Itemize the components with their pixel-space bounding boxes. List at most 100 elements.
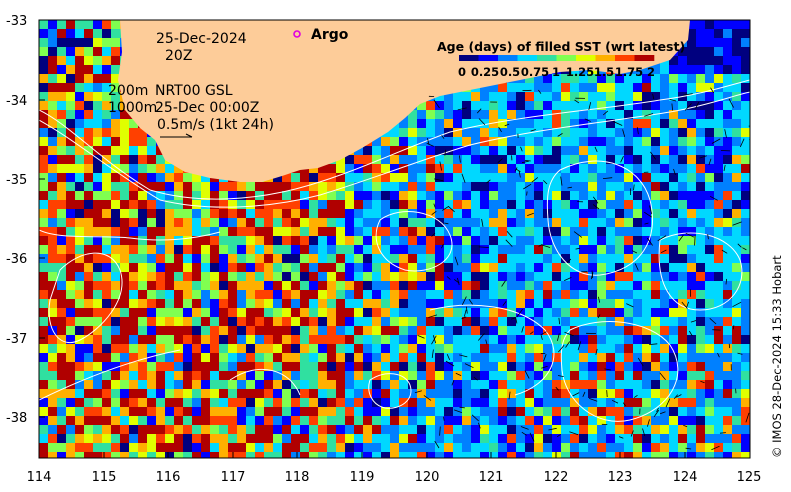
- sst-cell: [228, 317, 238, 327]
- sst-cell: [498, 155, 508, 165]
- sst-cell: [651, 353, 661, 363]
- sst-cell: [75, 29, 85, 39]
- sst-cell: [363, 317, 373, 327]
- sst-cell: [147, 245, 157, 255]
- sst-cell: [183, 227, 193, 237]
- sst-cell: [66, 173, 76, 183]
- sst-cell: [624, 371, 634, 381]
- sst-cell: [138, 200, 148, 210]
- current-vector: [451, 380, 455, 386]
- sst-cell: [390, 443, 400, 453]
- sst-cell: [246, 344, 256, 354]
- current-vector: [659, 411, 666, 415]
- sst-cell: [480, 227, 490, 237]
- legend-swatch: [634, 55, 655, 61]
- current-vector: [602, 110, 609, 116]
- sst-cell: [120, 407, 130, 417]
- sst-cell: [471, 443, 481, 453]
- sst-cell: [741, 452, 750, 458]
- sst-cell: [102, 47, 112, 57]
- sst-cell: [507, 416, 517, 426]
- sst-cell: [156, 308, 166, 318]
- sst-cell: [570, 119, 580, 129]
- sst-cell: [552, 263, 562, 273]
- sst-cell: [93, 434, 103, 444]
- sst-cell: [525, 92, 535, 102]
- sst-cell: [363, 326, 373, 336]
- sst-cell: [66, 272, 76, 282]
- sst-cell: [93, 362, 103, 372]
- sst-cell: [453, 281, 463, 291]
- sst-cell: [462, 155, 472, 165]
- sst-cell: [435, 101, 445, 111]
- sst-cell: [120, 254, 130, 264]
- sst-cell: [408, 209, 418, 219]
- sst-cell: [597, 101, 607, 111]
- sst-cell: [120, 326, 130, 336]
- sst-cell: [579, 416, 589, 426]
- sst-cell: [282, 317, 292, 327]
- sst-cell: [93, 335, 103, 345]
- sst-cell: [210, 182, 220, 192]
- sst-cell: [705, 407, 715, 417]
- sst-cell: [606, 200, 616, 210]
- sst-cell: [651, 155, 661, 165]
- sst-cell: [435, 290, 445, 300]
- sst-cell: [111, 434, 121, 444]
- sst-cell: [165, 326, 175, 336]
- sst-cell: [696, 38, 706, 48]
- sst-cell: [606, 119, 616, 129]
- sst-cell: [561, 263, 571, 273]
- sst-cell: [588, 281, 598, 291]
- sst-cell: [273, 227, 283, 237]
- current-vector: [598, 296, 601, 303]
- sst-cell: [534, 434, 544, 444]
- sst-cell: [732, 173, 742, 183]
- sst-cell: [597, 119, 607, 129]
- sst-cell: [417, 425, 427, 435]
- sst-cell: [570, 398, 580, 408]
- sst-cell: [102, 434, 112, 444]
- sst-cell: [219, 416, 229, 426]
- sst-cell: [66, 353, 76, 363]
- sst-cell: [516, 227, 526, 237]
- sst-cell: [327, 182, 337, 192]
- sst-cell: [669, 326, 679, 336]
- sst-cell: [264, 227, 274, 237]
- sst-cell: [174, 425, 184, 435]
- sst-cell: [417, 164, 427, 174]
- sst-cell: [552, 425, 562, 435]
- sst-cell: [399, 290, 409, 300]
- sst-cell: [84, 407, 94, 417]
- sst-cell: [426, 128, 436, 138]
- sst-cell: [588, 119, 598, 129]
- sst-cell: [156, 272, 166, 282]
- legend-colorbar: [459, 55, 655, 61]
- sst-cell: [228, 218, 238, 228]
- current-vector: [665, 398, 671, 408]
- sst-cell: [498, 137, 508, 147]
- sst-cell: [354, 380, 364, 390]
- sst-cell: [489, 218, 499, 228]
- sst-cell: [588, 92, 598, 102]
- sst-cell: [471, 110, 481, 120]
- sst-cell: [57, 137, 67, 147]
- sst-cell: [615, 299, 625, 309]
- sst-cell: [417, 362, 427, 372]
- sst-cell: [453, 182, 463, 192]
- sst-cell: [354, 371, 364, 381]
- sst-cell: [66, 47, 76, 57]
- sst-cell: [444, 173, 454, 183]
- sst-cell: [318, 335, 328, 345]
- sst-cell: [165, 200, 175, 210]
- sst-cell: [561, 416, 571, 426]
- sst-cell: [687, 119, 697, 129]
- sst-cell: [111, 299, 121, 309]
- sst-cell: [84, 371, 94, 381]
- sst-cell: [561, 344, 571, 354]
- sst-cell: [669, 389, 679, 399]
- sst-cell: [633, 335, 643, 345]
- current-vector: [633, 394, 638, 398]
- sst-cell: [48, 272, 58, 282]
- sst-cell: [354, 254, 364, 264]
